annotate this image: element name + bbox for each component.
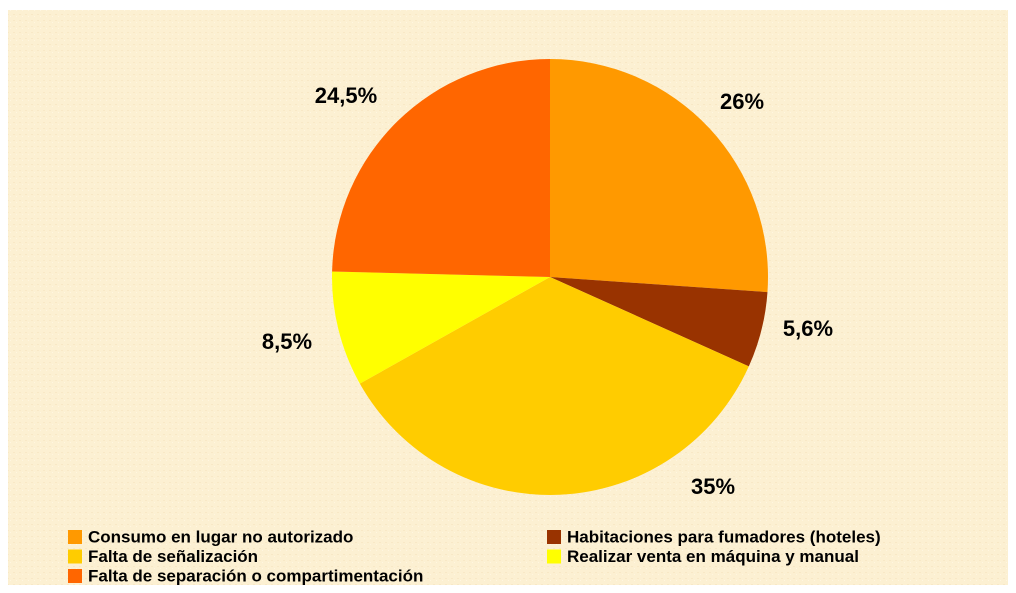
pie-slice bbox=[331, 271, 550, 384]
legend-swatch bbox=[547, 530, 561, 544]
legend-label: Falta de señalización bbox=[88, 547, 258, 566]
pie-slice bbox=[550, 59, 768, 293]
legend-swatch bbox=[547, 549, 561, 564]
legend-label: Realizar venta en máquina y manual bbox=[567, 547, 859, 566]
data-label: 24,5% bbox=[315, 83, 377, 108]
data-label: 5,6% bbox=[783, 316, 833, 341]
pie-slice bbox=[550, 277, 768, 367]
data-label: 26% bbox=[720, 89, 764, 114]
legend-swatch bbox=[68, 530, 82, 544]
legend-label: Falta de separación o compartimentación bbox=[88, 566, 423, 585]
legend-swatch bbox=[68, 569, 82, 583]
data-label: 8,5% bbox=[262, 329, 312, 354]
pie-slice bbox=[332, 59, 550, 277]
legend-label: Consumo en lugar no autorizado bbox=[88, 527, 353, 546]
data-label: 35% bbox=[691, 474, 735, 499]
legend-swatch bbox=[68, 549, 82, 564]
legend-label: Habitaciones para fumadores (hoteles) bbox=[567, 527, 881, 546]
pie-slice bbox=[359, 277, 749, 495]
